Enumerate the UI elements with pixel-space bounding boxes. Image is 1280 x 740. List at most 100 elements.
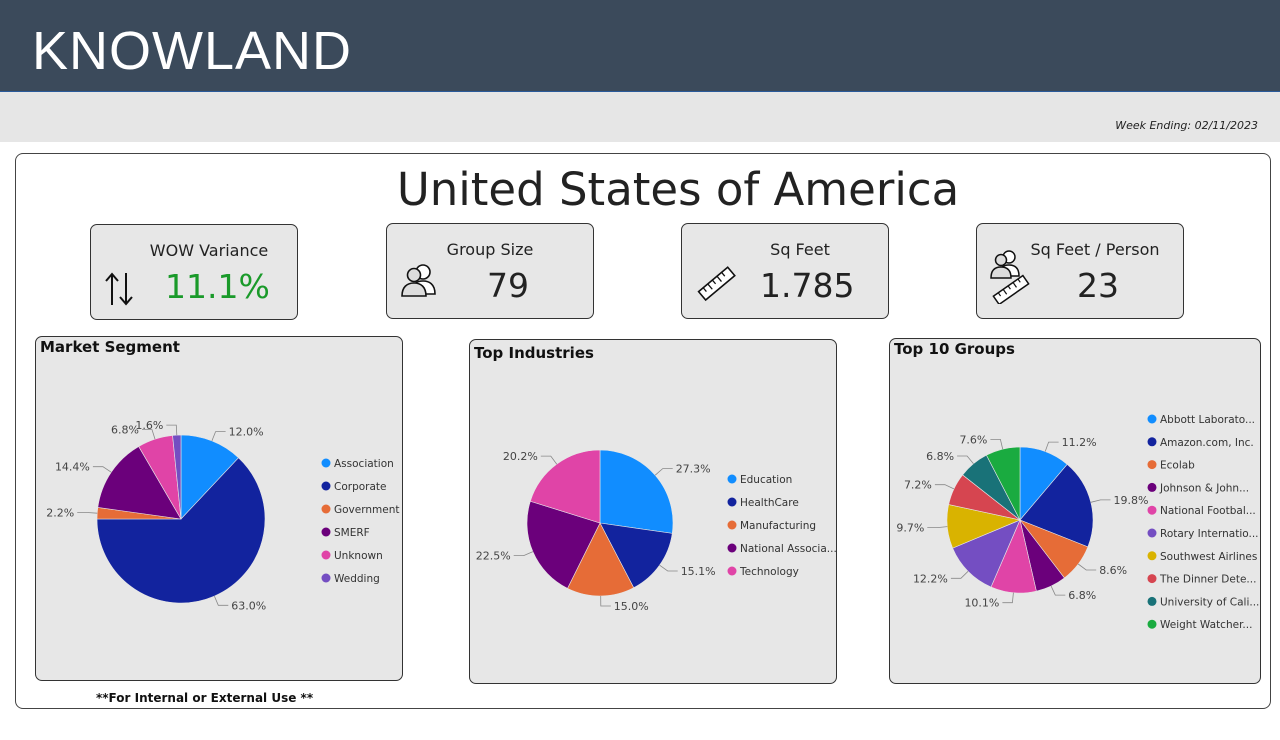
data-label: 63.0% [231,599,266,612]
chart-card-top-10-groups[interactable]: Top 10 Groups 11.2% 19.8% 8.6% 6.8% 10.1% 12.… [889,338,1261,684]
legend-entry[interactable]: HealthCare [740,497,799,509]
pie-slice-smerf[interactable] [97,446,182,520]
kpi-label-sq-feet-per-person: Sq Feet / Person [1030,240,1160,259]
pie-slice-education[interactable] [599,449,674,534]
kpi-label-group-size: Group Size [446,240,534,259]
data-label: 2.2% [46,507,74,520]
legend-marker [1147,551,1157,561]
legend-entry[interactable]: Amazon.com, Inc. [1160,437,1254,449]
pie-slice-manufacturing[interactable] [567,522,635,597]
leader-line [957,455,974,465]
kpi-value-sq-feet-per-person: 23 [1077,266,1119,305]
leader-line [540,455,558,465]
legend-entry[interactable]: Government [334,504,399,516]
pie-slice-corporate[interactable] [96,457,266,604]
brand-logo-text: KNOWLAND [32,21,353,81]
legend-marker [727,497,737,507]
data-label: 6.8% [1068,589,1096,602]
legend-entry[interactable]: Unknown [334,550,383,562]
legend-marker [321,573,331,583]
legend-entry[interactable]: Education [740,474,792,486]
kpi-label-wow-variance: WOW Variance [149,241,269,260]
leader-line [92,466,112,473]
legend-marker [727,474,737,484]
week-ending-label: Week Ending: 02/11/2023 [1115,119,1258,132]
data-label: 22.5% [476,550,511,563]
top-10-groups-pie-chart: 11.2%19.8%8.6%6.8%10.1%12.2%9.7%7.2%6.8%… [896,414,1259,631]
data-label: 7.2% [904,479,932,492]
legend-marker [1147,414,1157,424]
pie-slice-healthcare[interactable] [599,522,673,589]
data-label: 11.2% [1062,436,1097,449]
legend-marker [1147,460,1157,470]
data-label: 14.4% [55,461,90,474]
leader-line [1090,499,1111,503]
leader-line [934,484,955,490]
people-ruler-icon [990,250,1030,304]
pie-slice-national-associa[interactable] [526,500,601,589]
legend-entry[interactable]: Rotary Internatio... [1160,528,1259,540]
leader-line [1077,563,1097,571]
legend-marker [727,566,737,576]
leader-line [654,468,673,476]
legend-entry[interactable]: Wedding [334,573,380,585]
kpi-card-group-size[interactable]: Group Size 79 [386,223,594,319]
legend-entry[interactable]: National Associa... [740,543,837,555]
legend-marker [727,543,737,553]
data-label: 15.0% [614,600,649,613]
legend-marker [321,458,331,468]
legend-entry[interactable]: Manufacturing [740,520,816,532]
legend-entry[interactable]: Corporate [334,481,387,493]
legend-entry[interactable]: Southwest Airlines [1160,551,1257,563]
pie-slice-amazon-com-inc[interactable] [1019,463,1094,548]
chart-title-market-segment: Market Segment [40,338,180,356]
legend-entry[interactable]: University of Cali... [1160,596,1259,608]
ruler-icon [697,266,736,302]
data-label: 12.0% [229,426,264,439]
kpi-value-wow-variance: 11.1% [165,267,270,306]
kpi-value-sq-feet: 1.785 [760,266,855,305]
legend-entry[interactable]: Johnson & John... [1159,482,1249,494]
leader-line [990,439,1004,450]
legend-marker [321,550,331,560]
sub-header-bar [0,92,1280,142]
leader-line [659,564,678,572]
leader-line [600,595,611,607]
legend-entry[interactable]: The Dinner Dete... [1159,574,1256,586]
kpi-card-wow-variance[interactable]: WOW Variance 11.1% [90,224,298,320]
leader-line [1044,441,1059,452]
app-header: KNOWLAND [0,0,1280,92]
legend-entry[interactable]: National Footbal... [1160,505,1256,517]
country-title: United States of America [396,163,960,216]
leader-line [211,431,226,442]
kpi-card-sq-feet[interactable]: Sq Feet 1.785 [681,223,889,319]
legend-entry[interactable]: Abbott Laborato... [1160,414,1255,426]
legend-marker [1147,574,1157,584]
kpi-value-group-size: 79 [487,266,529,305]
data-label: 19.8% [1114,494,1149,507]
pie-slice-weight-watcher[interactable] [986,446,1021,521]
legend-marker [321,504,331,514]
leader-line [927,526,948,529]
legend-marker [1147,619,1157,629]
pie-slice-wedding[interactable] [172,434,182,520]
chart-card-market-segment[interactable]: Market Segment 12.0% 63.0% 2.2% 14.4% 6.8% 1.… [35,336,403,681]
data-label: 1.6% [135,419,163,432]
legend-entry[interactable]: Technology [739,566,799,578]
up-down-arrows-icon [105,272,133,306]
leader-line [77,512,98,514]
legend-entry[interactable]: SMERF [334,527,370,539]
pie-slice-association[interactable] [180,434,239,520]
leader-line [513,551,534,557]
legend-entry[interactable]: Weight Watcher... [1160,619,1252,631]
legend-marker [1147,528,1157,538]
chart-card-top-industries[interactable]: Top Industries 27.3% 15.1% 15.0% 22.5% 20.2%… [469,339,837,684]
data-label: 9.7% [896,522,924,535]
data-label: 27.3% [676,463,711,476]
data-label: 8.6% [1099,564,1127,577]
legend-entry[interactable]: Association [334,458,394,470]
kpi-card-sq-feet-per-person[interactable]: Sq Feet / Person 23 [976,223,1184,319]
legend-entry[interactable]: Ecolab [1160,460,1195,472]
data-label: 6.8% [926,450,954,463]
legend-marker [1147,505,1157,515]
